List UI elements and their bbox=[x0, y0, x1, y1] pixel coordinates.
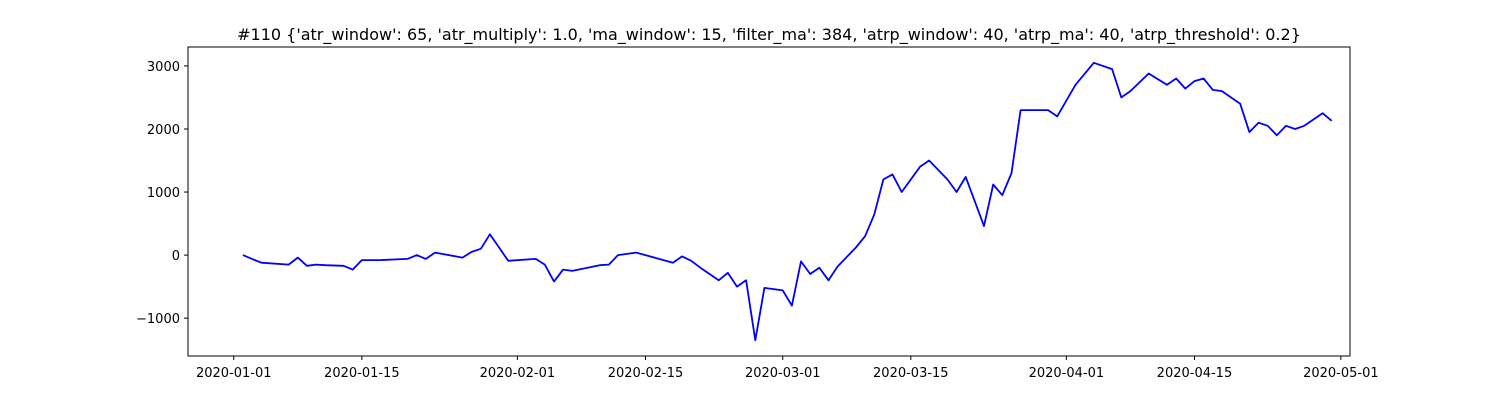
axes-frame bbox=[187, 46, 1351, 357]
plot-area bbox=[242, 61, 1333, 342]
chart-title: #110 {'atr_window': 65, 'atr_multiply': … bbox=[237, 25, 1301, 45]
x-tick-label: 2020-01-15 bbox=[324, 366, 400, 381]
y-tick-label: 0 bbox=[172, 249, 180, 264]
y-tick-label: −1000 bbox=[136, 312, 180, 327]
x-tick-label: 2020-04-15 bbox=[1157, 366, 1233, 381]
x-tick-label: 2020-01-01 bbox=[196, 366, 272, 381]
y-tick-label: 3000 bbox=[147, 60, 180, 75]
x-tick-label: 2020-02-15 bbox=[608, 366, 684, 381]
series-line bbox=[242, 61, 1333, 342]
x-axis: 2020-01-01 2020-01-15 2020-02-01 2020-02-15… bbox=[196, 356, 1379, 381]
x-tick-label: 2020-05-01 bbox=[1303, 366, 1379, 381]
x-tick-label: 2020-04-01 bbox=[1029, 366, 1105, 381]
x-tick-label: 2020-03-01 bbox=[745, 366, 821, 381]
x-tick-label: 2020-03-15 bbox=[873, 366, 949, 381]
x-tick-label: 2020-02-01 bbox=[480, 366, 556, 381]
y-tick-label: 1000 bbox=[147, 186, 180, 201]
y-axis: −1000 0 1000 2000 3000 bbox=[136, 60, 188, 327]
y-tick-label: 2000 bbox=[147, 123, 180, 138]
